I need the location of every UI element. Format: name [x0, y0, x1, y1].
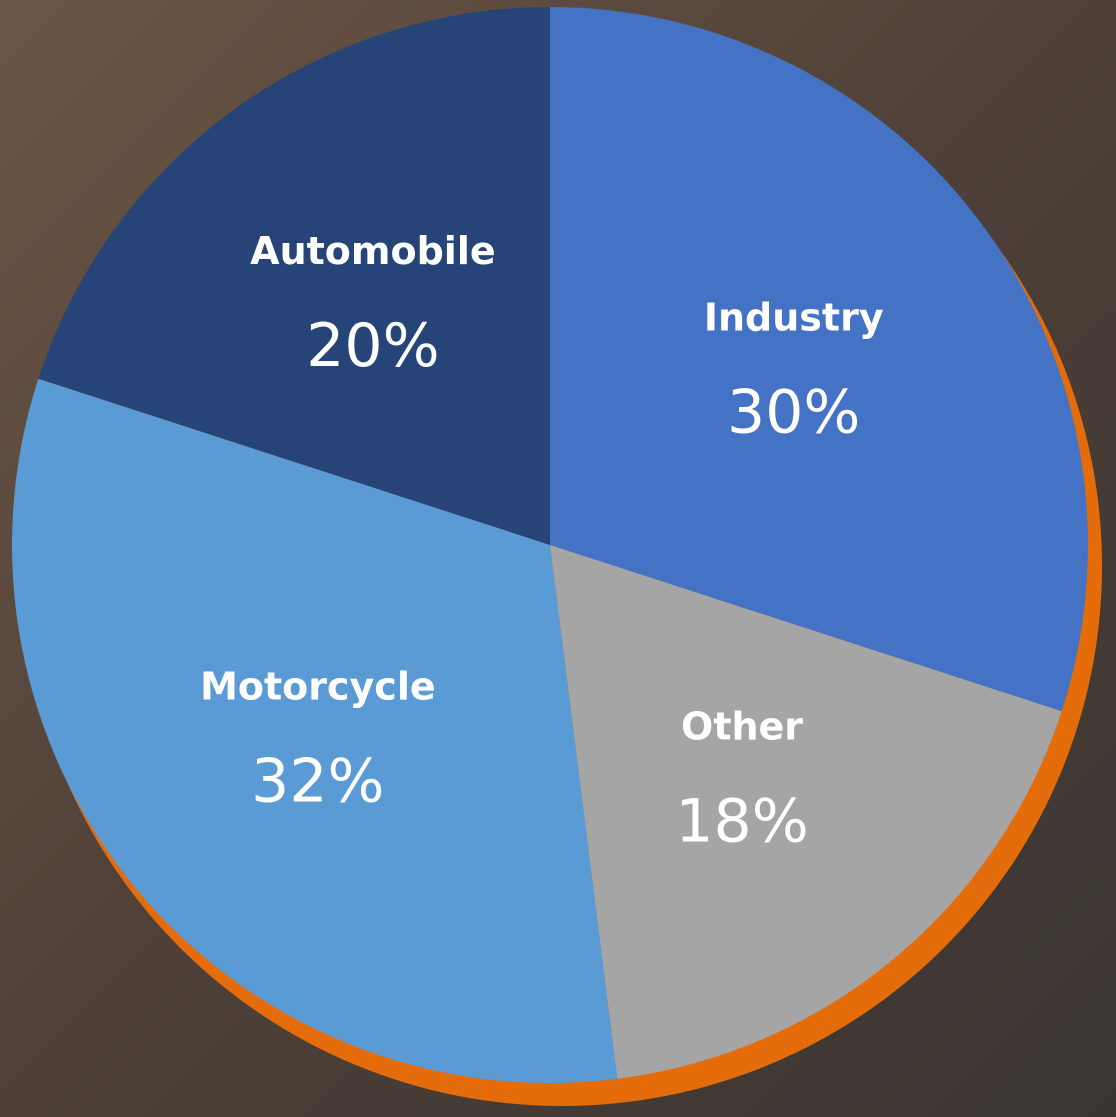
slice-label: Industry [704, 295, 884, 339]
value-label: 32% [251, 747, 384, 817]
page: {"chart_data": {"type": "pie", "categori… [0, 0, 1116, 1117]
chart: Industry 30% Other 18% Motorcycle 32% Automobi… [0, 0, 1116, 1117]
value-label: 30% [727, 378, 860, 448]
slice-label: Motorcycle [200, 665, 436, 709]
value-label: 20% [306, 311, 439, 381]
slice-label: Automobile [250, 229, 495, 273]
value-label: 18% [675, 787, 808, 857]
slice-label: Other [681, 705, 803, 749]
